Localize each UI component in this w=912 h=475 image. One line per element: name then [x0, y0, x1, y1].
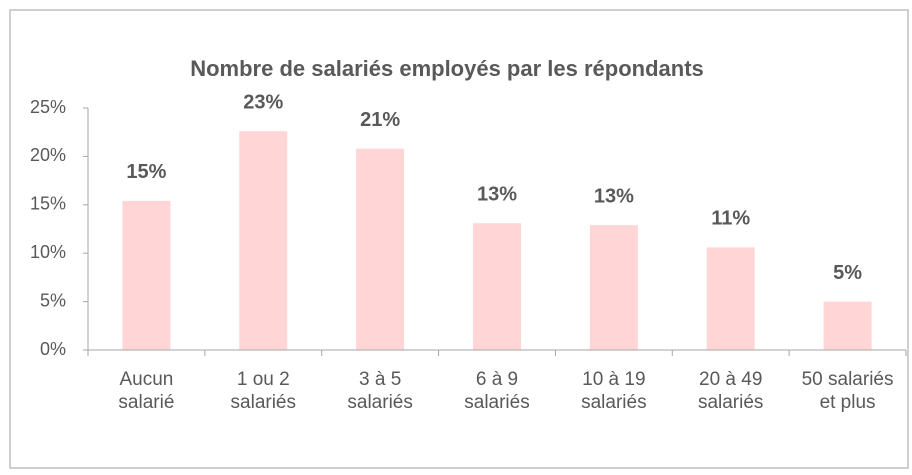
- value-label: 15%: [126, 161, 166, 183]
- value-label: 5%: [833, 262, 862, 284]
- y-tick-label: 0%: [40, 339, 66, 359]
- y-tick-label: 25%: [30, 97, 66, 117]
- value-label: 11%: [711, 208, 750, 230]
- bar: [122, 200, 171, 350]
- x-tick-label: 3 à 5 salariés: [347, 369, 413, 413]
- x-tick-label: 50 salariés et plus: [801, 369, 894, 413]
- value-label: 21%: [360, 109, 400, 131]
- x-tick-label: 6 à 9 salariés: [464, 369, 530, 413]
- x-tick-label: 1 ou 2 salariés: [230, 369, 297, 413]
- x-tick-label: 20 à 49 salariés: [697, 369, 764, 413]
- bar: [473, 223, 521, 350]
- value-label: 13%: [594, 185, 634, 207]
- bar: [823, 301, 872, 350]
- y-tick-label: 10%: [30, 242, 66, 262]
- y-tick-label: 5%: [40, 290, 66, 310]
- x-tick-label: 10 à 19 salariés: [581, 369, 647, 413]
- value-label: 23%: [243, 92, 283, 114]
- bar: [356, 148, 405, 350]
- bar: [706, 247, 755, 350]
- y-tick-label: 20%: [30, 145, 66, 165]
- bar: [589, 225, 638, 350]
- bar: [239, 131, 288, 350]
- value-label: 13%: [477, 183, 517, 205]
- x-tick-label: Aucun salarié: [118, 369, 175, 413]
- chart-title: Nombre de salariés employés par les répo…: [190, 56, 704, 81]
- y-tick-label: 15%: [30, 194, 66, 214]
